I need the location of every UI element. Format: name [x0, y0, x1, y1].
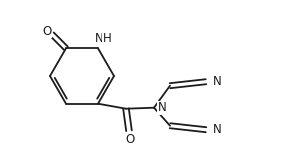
Text: N: N — [95, 32, 103, 45]
Text: N: N — [213, 123, 222, 136]
Text: N: N — [158, 101, 167, 114]
Text: H: H — [103, 32, 111, 45]
Text: N: N — [213, 75, 222, 88]
Text: O: O — [125, 133, 134, 146]
Text: O: O — [42, 25, 52, 38]
